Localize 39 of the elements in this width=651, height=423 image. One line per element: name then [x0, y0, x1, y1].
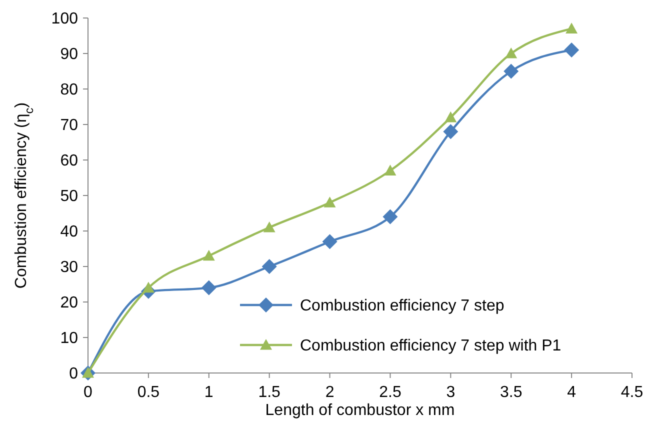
legend-label: Combustion efficiency 7 step [300, 298, 504, 315]
point [324, 196, 336, 208]
point [262, 259, 277, 274]
y-tick-label: 90 [60, 46, 78, 64]
point [564, 42, 580, 58]
point [504, 64, 519, 79]
x-tick-label: 1 [204, 384, 214, 401]
point [322, 234, 338, 250]
x-tick-label: 0.5 [137, 384, 160, 401]
point [566, 22, 578, 34]
y-tick-label: 40 [60, 224, 78, 241]
x-axis-title: Length of combustor x mm [265, 402, 455, 419]
point [201, 280, 216, 296]
y-tick-label: 0 [69, 366, 78, 383]
point [384, 164, 396, 176]
point [444, 111, 457, 122]
point [142, 282, 154, 293]
legend-label: Combustion efficiency 7 step with P1 [300, 338, 562, 355]
y-tick-label: 80 [60, 82, 78, 99]
x-tick-label: 3.5 [500, 384, 522, 401]
y-tick-label: 50 [60, 188, 78, 206]
point [202, 250, 215, 261]
y-tick-label: 100 [51, 10, 78, 28]
point [505, 48, 518, 58]
y-tick-label: 30 [60, 259, 78, 276]
x-tick-label: 1.5 [258, 384, 281, 401]
point [263, 221, 276, 232]
x-tick-label: 2.5 [379, 384, 402, 401]
y-tick-label: 60 [60, 152, 78, 170]
x-tick-label: 3 [446, 384, 456, 401]
y-tick-label: 10 [60, 330, 78, 348]
y-tick-label: 20 [60, 294, 78, 312]
point [382, 209, 398, 224]
x-tick-label: 2 [325, 384, 334, 401]
x-tick-label: 4.5 [620, 384, 644, 401]
x-tick-label: 0 [84, 384, 93, 401]
point [443, 124, 458, 140]
x-tick-label: 4 [567, 384, 576, 401]
y-tick-label: 70 [60, 117, 78, 134]
